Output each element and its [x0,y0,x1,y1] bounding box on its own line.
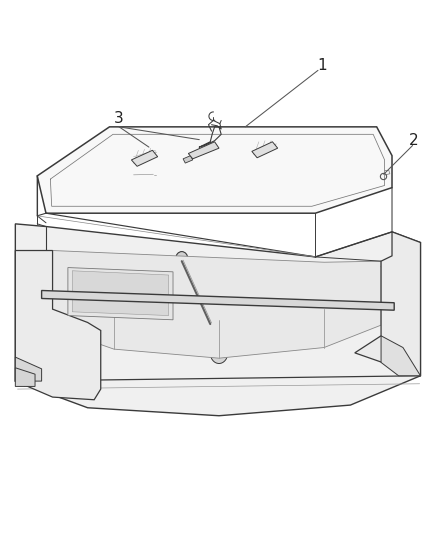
Circle shape [301,289,312,302]
Circle shape [38,334,45,343]
Text: 1: 1 [317,58,327,72]
Circle shape [26,320,57,357]
Circle shape [91,280,102,293]
Polygon shape [72,271,169,316]
Circle shape [159,318,173,335]
Polygon shape [42,290,394,310]
Circle shape [161,284,172,296]
Polygon shape [15,357,42,381]
Polygon shape [188,142,219,159]
Circle shape [391,284,415,313]
Polygon shape [37,127,392,213]
Circle shape [163,322,170,330]
Circle shape [397,291,409,306]
Polygon shape [131,150,158,166]
Polygon shape [68,268,173,320]
Polygon shape [15,368,35,386]
Polygon shape [53,251,381,358]
Polygon shape [381,336,420,376]
Circle shape [265,320,279,337]
Circle shape [236,286,246,299]
Polygon shape [15,251,101,400]
Text: 2: 2 [409,133,419,148]
Circle shape [215,324,223,332]
Circle shape [212,319,226,336]
Circle shape [268,325,275,333]
Circle shape [210,342,228,364]
Circle shape [176,252,188,266]
Polygon shape [355,232,420,376]
Text: 3: 3 [114,111,124,126]
Polygon shape [252,142,278,158]
Circle shape [34,329,49,348]
Circle shape [204,319,215,332]
Polygon shape [15,224,420,416]
Polygon shape [183,156,193,163]
